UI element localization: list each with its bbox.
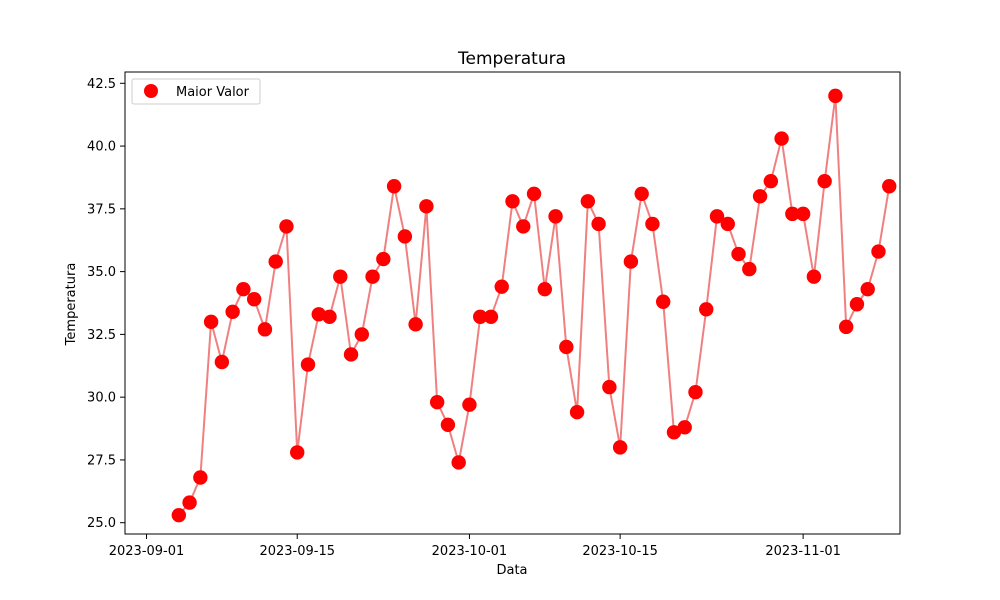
data-point <box>645 216 660 232</box>
data-point <box>279 219 294 234</box>
x-axis-label: Data <box>496 563 527 578</box>
data-point <box>688 384 703 400</box>
data-point <box>419 199 434 214</box>
data-point <box>752 189 768 204</box>
legend: Maior Valor <box>131 78 261 105</box>
axis-ticks: 2023-09-01 2023-09-15 2023-10-01 2023-10-15… <box>87 77 841 559</box>
data-point <box>580 194 596 209</box>
data-point <box>882 179 897 194</box>
data-point <box>236 281 251 297</box>
plot-area <box>171 88 897 523</box>
data-point <box>666 425 682 440</box>
data-point <box>408 317 423 332</box>
chart-title: Temperatura <box>457 49 566 69</box>
data-point <box>397 229 413 244</box>
series-line <box>178 95 891 516</box>
y-tick-label: 35.0 <box>87 265 116 280</box>
data-point <box>860 281 875 297</box>
legend-entry: Maior Valor <box>176 85 250 100</box>
data-point <box>537 281 552 297</box>
y-tick-label: 42.5 <box>87 77 116 92</box>
data-point <box>634 186 649 201</box>
y-tick-label: 40.0 <box>87 140 116 155</box>
data-point <box>451 455 466 470</box>
data-point <box>440 417 456 432</box>
data-point <box>483 309 499 325</box>
x-tick-label: 2023-10-01 <box>432 544 508 559</box>
data-point <box>386 179 402 194</box>
data-point <box>182 495 197 510</box>
data-point <box>333 269 348 284</box>
data-point <box>516 219 531 234</box>
data-point <box>462 397 477 412</box>
data-point <box>817 174 832 189</box>
legend-marker <box>144 84 158 98</box>
axes-frame <box>124 71 901 535</box>
x-tick-label: 2023-10-15 <box>582 544 658 559</box>
data-point <box>871 244 886 259</box>
data-point <box>429 394 445 410</box>
y-tick-label: 37.5 <box>87 202 116 217</box>
data-point <box>473 309 488 325</box>
data-point <box>365 269 380 284</box>
data-point <box>322 309 337 325</box>
data-point <box>225 304 240 319</box>
data-point <box>203 314 219 330</box>
data-point <box>612 440 628 455</box>
legend-box <box>131 78 261 105</box>
y-axis-label: Temperatura <box>64 263 79 347</box>
data-point <box>838 319 854 335</box>
x-tick-label: 2023-11-01 <box>765 544 841 559</box>
data-point <box>300 357 316 372</box>
data-point <box>774 131 789 146</box>
data-point <box>494 279 509 294</box>
data-point <box>193 470 208 485</box>
y-tick-label: 30.0 <box>87 391 116 406</box>
data-point <box>559 339 574 355</box>
data-point <box>699 302 714 317</box>
data-point <box>731 246 746 262</box>
x-tick-label: 2023-09-15 <box>259 544 335 559</box>
data-point <box>591 216 606 232</box>
data-point <box>354 327 370 342</box>
x-tick-label: 2023-09-01 <box>109 544 185 559</box>
data-point <box>311 307 326 322</box>
data-point <box>828 88 843 104</box>
data-point <box>655 294 671 309</box>
data-point <box>763 174 779 189</box>
data-point <box>171 507 187 523</box>
data-point <box>290 445 305 460</box>
y-tick-label: 32.5 <box>87 328 116 343</box>
data-point <box>548 209 563 224</box>
data-point <box>268 254 283 269</box>
y-tick-label: 25.0 <box>87 516 116 531</box>
data-point <box>246 292 262 307</box>
data-point <box>677 420 692 435</box>
data-point <box>343 347 359 362</box>
data-point <box>709 209 725 224</box>
data-point <box>806 269 822 284</box>
data-point <box>214 354 230 370</box>
data-point <box>505 194 520 209</box>
data-point <box>795 206 811 222</box>
data-point <box>623 254 639 269</box>
data-point <box>785 206 800 222</box>
data-point <box>602 379 617 395</box>
data-point <box>742 261 757 277</box>
y-tick-label: 27.5 <box>87 453 116 468</box>
axes-border <box>124 71 901 535</box>
data-point <box>376 251 391 267</box>
data-point <box>257 322 273 337</box>
data-point <box>849 297 865 312</box>
data-point <box>569 405 585 420</box>
data-point <box>720 216 735 232</box>
data-point <box>526 186 542 201</box>
